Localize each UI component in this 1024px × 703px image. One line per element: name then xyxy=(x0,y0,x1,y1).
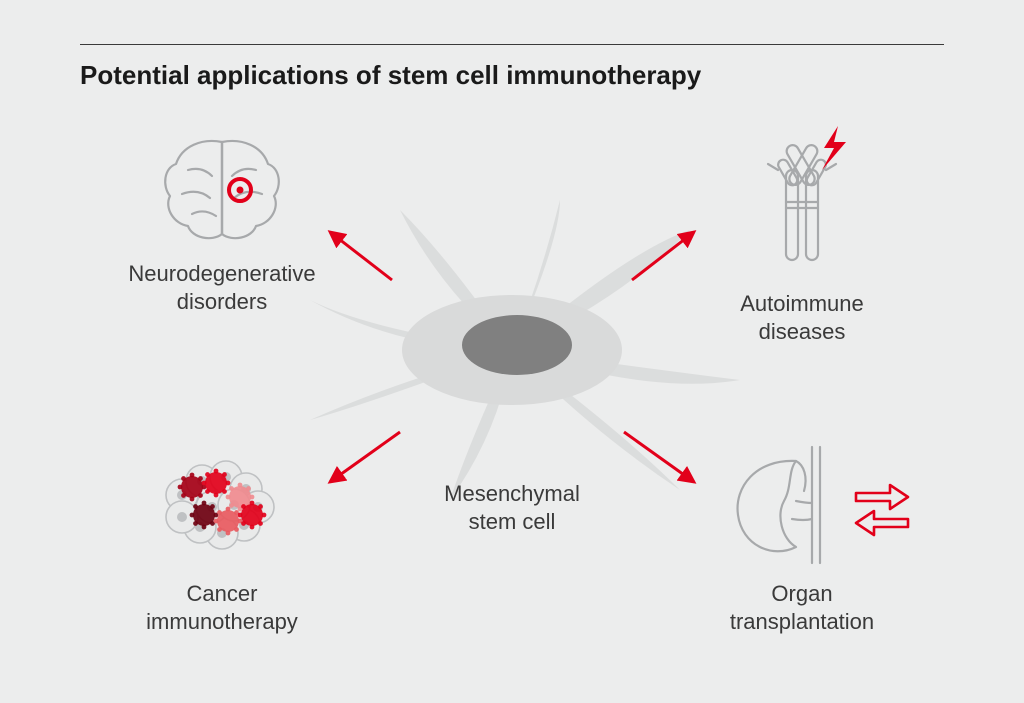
center-label: Mesenchymal stem cell xyxy=(362,480,662,535)
cancer-icon xyxy=(166,461,274,549)
kidney-icon xyxy=(738,447,908,563)
label-organ: Organ transplantation xyxy=(652,580,952,635)
brain-icon xyxy=(165,141,279,238)
label-autoimmune: Autoimmune diseases xyxy=(652,290,952,345)
label-cancer: Cancer immunotherapy xyxy=(72,580,372,635)
arrow xyxy=(330,432,400,482)
antibody-icon xyxy=(768,126,846,260)
transfer-arrows-icon xyxy=(856,485,908,535)
diagram-canvas: Potential applications of stem cell immu… xyxy=(0,0,1024,703)
label-neuro: Neurodegenerative disorders xyxy=(72,260,372,315)
